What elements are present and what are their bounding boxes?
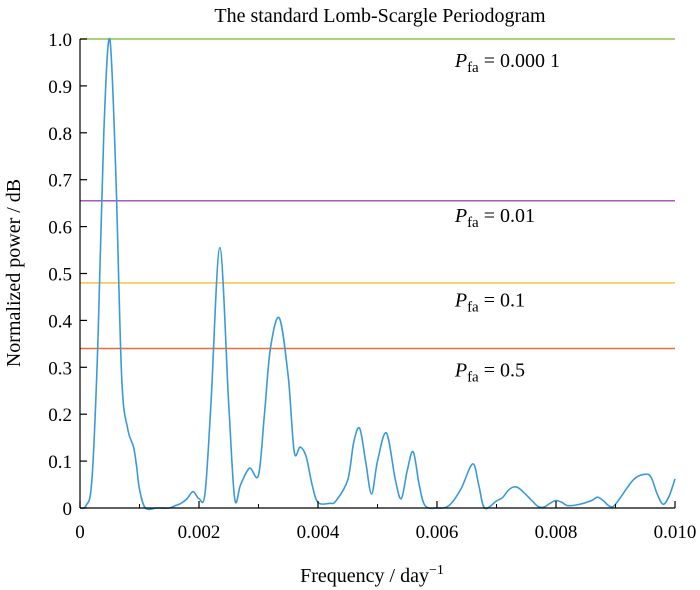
threshold-label-subscript: fa	[467, 215, 479, 231]
x-axis-title-text: Frequency / day	[300, 565, 429, 587]
y-tick-label-2: 0.2	[48, 405, 72, 426]
threshold-label-1: Pfa = 0.01	[454, 205, 535, 231]
threshold-label-value: = 0.5	[479, 360, 525, 382]
threshold-label-subscript: fa	[467, 299, 479, 315]
y-tick-label-6: 0.6	[48, 218, 72, 239]
threshold-label-subscript: fa	[467, 370, 479, 386]
x-tick-label-2: 0.004	[297, 522, 340, 543]
x-tick-label-1: 0.002	[178, 522, 221, 543]
x-tick-label-3: 0.006	[416, 522, 459, 543]
threshold-label-value: = 0.000 1	[479, 50, 560, 72]
y-tick-label-9: 0.9	[48, 77, 72, 98]
threshold-label-3: Pfa = 0.5	[454, 360, 525, 386]
x-tick-label-5: 0.010	[654, 522, 697, 543]
x-axis-title-superscript: −1	[429, 563, 444, 578]
x-tick-label-0: 0	[75, 522, 85, 543]
ticks: 0 0.002 0.004 0.006 0.008 0.010 0 0.1 0.2 0.3 0.4 0…	[48, 30, 696, 543]
chart-title: The standard Lomb-Scargle Periodogram	[214, 5, 546, 27]
y-tick-label-0: 0	[63, 499, 73, 520]
y-tick-label-3: 0.3	[48, 358, 72, 379]
threshold-label-symbol: P	[454, 360, 467, 382]
y-tick-label-1: 0.1	[48, 452, 72, 473]
threshold-lines	[80, 38, 675, 350]
y-tick-label-5: 0.5	[48, 265, 72, 286]
series-line-0	[79, 37, 676, 511]
threshold-label-value: = 0.1	[479, 289, 525, 311]
y-tick-label-4: 0.4	[48, 311, 72, 332]
y-tick-label-8: 0.8	[48, 124, 72, 145]
threshold-label-2: Pfa = 0.1	[454, 289, 525, 315]
threshold-label-symbol: P	[454, 289, 467, 311]
y-tick-label-7: 0.7	[48, 171, 72, 192]
x-tick-label-4: 0.008	[535, 522, 578, 543]
y-axis-title: Normalized power / dB	[3, 179, 25, 367]
threshold-label-subscript: fa	[467, 60, 479, 76]
threshold-label-symbol: P	[454, 50, 467, 72]
x-axis-title: Frequency / day−1	[300, 563, 444, 587]
axes	[79, 39, 675, 509]
threshold-label-value: = 0.01	[479, 205, 535, 227]
series-layer	[79, 37, 676, 511]
y-tick-label-10: 1.0	[48, 30, 72, 51]
threshold-label-symbol: P	[454, 205, 467, 227]
threshold-label-0: Pfa = 0.000 1	[454, 50, 560, 76]
